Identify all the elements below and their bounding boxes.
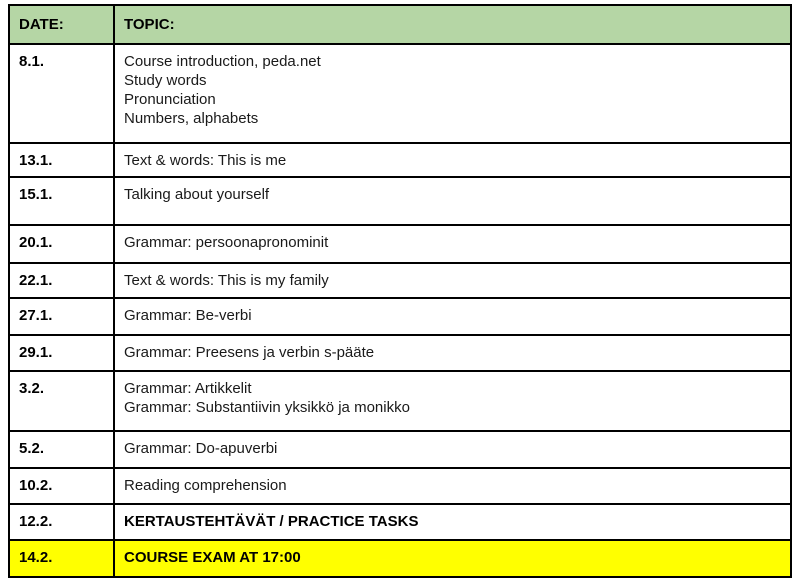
schedule-table: DATE: TOPIC: 8.1. Course introduction, p… (8, 4, 792, 578)
date-cell: 15.1. (8, 176, 115, 226)
date-cell: 13.1. (8, 142, 115, 178)
topic-cell: Grammar: Be-verbi (113, 297, 792, 336)
topic-cell: Grammar: Do-apuverbi (113, 430, 792, 469)
date-cell: 14.2. (8, 539, 115, 578)
date-cell: 27.1. (8, 297, 115, 336)
topic-column-header: TOPIC: (113, 4, 792, 45)
topic-cell: Grammar: Preesens ja verbin s-pääte (113, 334, 792, 372)
date-cell: 22.1. (8, 262, 115, 299)
table-row: 5.2. Grammar: Do-apuverbi (8, 430, 792, 469)
date-cell: 29.1. (8, 334, 115, 372)
table-row-practice-tasks: 12.2. KERTAUSTEHTÄVÄT / PRACTICE TASKS (8, 503, 792, 541)
table-row: 3.2. Grammar: Artikkelit Grammar: Substa… (8, 370, 792, 432)
table-row: 27.1. Grammar: Be-verbi (8, 297, 792, 336)
topic-cell: Talking about yourself (113, 176, 792, 226)
date-cell: 5.2. (8, 430, 115, 469)
topic-cell: COURSE EXAM AT 17:00 (113, 539, 792, 578)
table-row: 13.1. Text & words: This is me (8, 142, 792, 178)
header-row: DATE: TOPIC: (8, 4, 792, 45)
table-row: 8.1. Course introduction, peda.net Study… (8, 43, 792, 144)
topic-cell: Grammar: Artikkelit Grammar: Substantiiv… (113, 370, 792, 432)
table-row: 10.2. Reading comprehension (8, 467, 792, 505)
topic-cell: Grammar: persoonapronominit (113, 224, 792, 264)
date-cell: 12.2. (8, 503, 115, 541)
table-row: 29.1. Grammar: Preesens ja verbin s-päät… (8, 334, 792, 372)
table-row: 15.1. Talking about yourself (8, 176, 792, 226)
topic-cell: Text & words: This is my family (113, 262, 792, 299)
topic-cell: Course introduction, peda.net Study word… (113, 43, 792, 144)
date-cell: 20.1. (8, 224, 115, 264)
topic-cell: Text & words: This is me (113, 142, 792, 178)
date-column-header: DATE: (8, 4, 115, 45)
table-row-course-exam: 14.2. COURSE EXAM AT 17:00 (8, 539, 792, 578)
date-cell: 10.2. (8, 467, 115, 505)
table-row: 22.1. Text & words: This is my family (8, 262, 792, 299)
topic-cell: Reading comprehension (113, 467, 792, 505)
table-row: 20.1. Grammar: persoonapronominit (8, 224, 792, 264)
topic-cell: KERTAUSTEHTÄVÄT / PRACTICE TASKS (113, 503, 792, 541)
date-cell: 3.2. (8, 370, 115, 432)
date-cell: 8.1. (8, 43, 115, 144)
